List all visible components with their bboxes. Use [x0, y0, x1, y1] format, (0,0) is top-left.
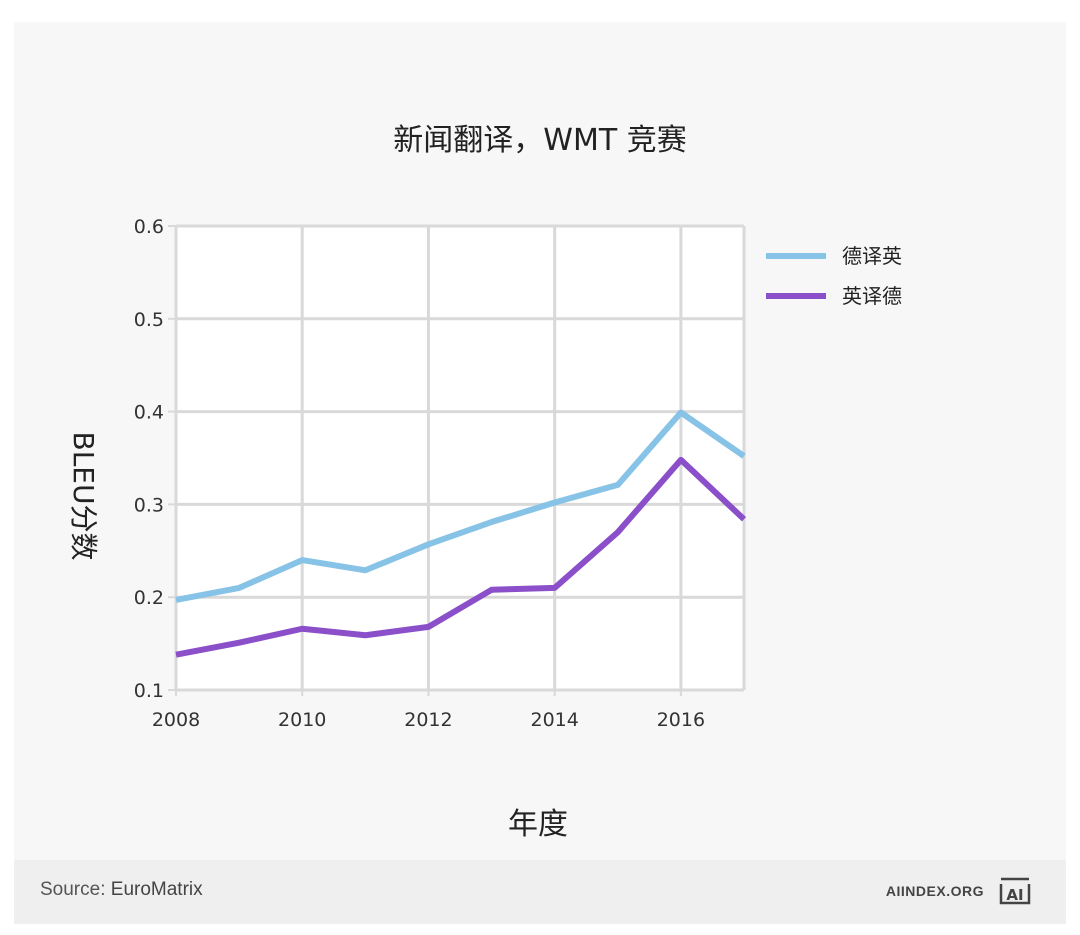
x-tick-label: 2012: [404, 709, 452, 731]
source-note: Source: EuroMatrix: [40, 879, 203, 901]
x-tick-label: 2016: [657, 709, 705, 731]
y-tick-label: 0.6: [134, 216, 164, 238]
data-point: [236, 640, 242, 646]
data-point: [362, 632, 368, 638]
series-layer: [173, 409, 747, 658]
series-line-0: [175, 409, 746, 603]
axes: 0.1 0.2 0.3 0.4 0.5 0.6 2008 2010 2012 2014 2016: [134, 216, 705, 731]
data-point: [362, 567, 368, 573]
data-point: [615, 482, 621, 488]
x-axis-label: 年度: [508, 807, 568, 842]
chart-title: 新闻翻译，WMT 竞赛: [393, 123, 686, 158]
data-point: [489, 587, 495, 593]
footer: Source: EuroMatrix AIINDEX.ORG AI: [14, 860, 1066, 924]
x-tick-label: 2010: [278, 709, 326, 731]
source-prefix: Source:: [40, 879, 111, 900]
data-point: [552, 500, 558, 506]
chart-card: 新闻翻译，WMT 竞赛 0.1 0.2 0.3 0.4 0.5 0.6 2008 2010 20…: [14, 22, 1066, 860]
legend-label-1: 英译德: [842, 284, 902, 308]
data-point: [552, 585, 558, 591]
y-axis-label: BLEU分数: [67, 432, 100, 561]
ai-logo-icon: AI: [999, 877, 1031, 905]
grid: [174, 224, 746, 692]
data-point: [678, 410, 684, 416]
data-point: [741, 516, 747, 522]
source-name: EuroMatrix: [110, 879, 203, 900]
data-point: [173, 597, 179, 603]
line-chart: 新闻翻译，WMT 竞赛 0.1 0.2 0.3 0.4 0.5 0.6 2008 2010 20…: [67, 123, 902, 842]
brand-name: AIINDEX.ORG: [885, 883, 984, 899]
data-point: [678, 457, 684, 463]
y-tick-label: 0.2: [134, 587, 164, 609]
data-point: [173, 652, 179, 658]
ai-logo-text: AI: [1006, 886, 1023, 904]
series-line-1: [175, 456, 747, 658]
data-point: [741, 453, 747, 459]
data-point: [425, 624, 431, 630]
y-tick-label: 0.3: [134, 494, 164, 516]
data-point: [236, 585, 242, 591]
data-point: [299, 626, 305, 632]
x-tick-label: 2014: [530, 709, 578, 731]
y-tick-label: 0.4: [134, 402, 164, 424]
brand: AIINDEX.ORG AI: [886, 876, 1032, 906]
data-point: [489, 519, 495, 525]
data-point: [299, 557, 305, 563]
y-tick-label: 0.1: [134, 680, 164, 702]
data-point: [615, 529, 621, 535]
data-point: [425, 541, 431, 547]
y-tick-label: 0.5: [134, 309, 164, 331]
plot-area: [176, 226, 744, 690]
x-tick-label: 2008: [152, 709, 200, 731]
legend-label-0: 德译英: [842, 244, 902, 268]
